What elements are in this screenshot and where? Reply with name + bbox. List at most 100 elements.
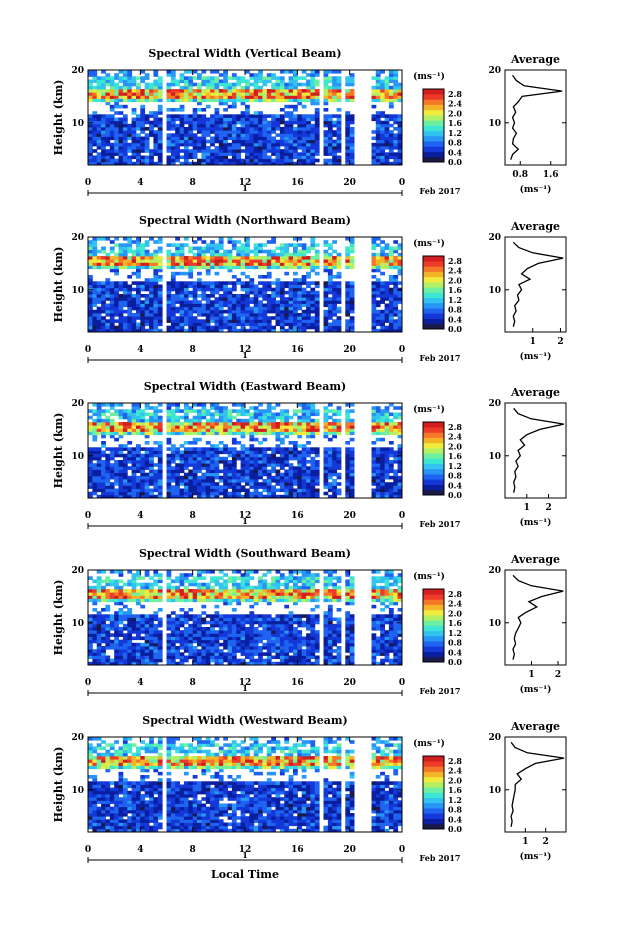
heatmap-cell <box>288 243 294 247</box>
heatmap-cell <box>183 313 189 317</box>
heatmap-cell <box>197 418 202 423</box>
heatmap-cell <box>306 482 311 486</box>
heatmap-cell <box>170 494 176 499</box>
heatmap-cell <box>205 447 211 451</box>
heatmap-cell <box>92 133 98 137</box>
heatmap-cell <box>275 161 281 166</box>
heatmap-cell <box>388 290 394 295</box>
heatmap-cell <box>114 598 119 603</box>
heatmap-cell <box>144 155 150 160</box>
heatmap-cell <box>384 463 390 467</box>
heatmap-cell <box>144 303 150 308</box>
heatmap-cell <box>271 469 276 474</box>
heatmap-cell <box>127 491 133 496</box>
heatmap-cell <box>92 630 98 634</box>
heatmap-cell <box>144 472 150 477</box>
heatmap-cell <box>175 294 180 298</box>
heatmap-cell <box>393 158 399 163</box>
heatmap-cell <box>240 76 246 80</box>
heatmap-cell <box>205 284 211 289</box>
colorbar-segment <box>423 313 444 319</box>
heatmap-cell <box>231 155 237 160</box>
heatmap-cell <box>371 466 377 470</box>
heatmap-cell <box>332 303 337 308</box>
heatmap-cell <box>301 256 307 260</box>
heatmap-cell <box>297 252 303 257</box>
heatmap-cell <box>323 114 329 118</box>
heatmap-cell <box>227 453 233 458</box>
heatmap-cell <box>375 290 381 295</box>
heatmap-cell <box>118 146 124 150</box>
heatmap-cell <box>192 415 198 420</box>
heatmap-cell <box>122 479 128 483</box>
heatmap-cell <box>380 488 385 493</box>
heatmap-cell <box>227 475 233 480</box>
heatmap-cell <box>149 85 154 90</box>
heatmap-cell <box>149 306 154 311</box>
heatmap-cell <box>153 284 159 289</box>
heatmap-cell <box>96 598 102 603</box>
heatmap-cell <box>210 149 215 153</box>
heatmap-cell <box>293 246 298 251</box>
heatmap-cell <box>293 488 298 493</box>
heatmap-cell <box>375 469 381 474</box>
heatmap-cell <box>166 108 172 112</box>
heatmap-cell <box>327 275 333 279</box>
heatmap-cell <box>397 494 403 499</box>
heatmap-cell <box>118 111 124 115</box>
heatmap-cell <box>279 127 285 131</box>
heatmap-cell <box>157 89 163 93</box>
heatmap-cell <box>349 322 355 327</box>
heatmap-cell <box>192 98 198 103</box>
heatmap-cell <box>118 300 124 304</box>
heatmap-cell <box>397 130 403 134</box>
heatmap-cell <box>179 306 185 311</box>
heatmap-cell <box>183 117 189 122</box>
heatmap-cell <box>236 450 242 455</box>
heatmap-cell <box>310 133 316 137</box>
heatmap-cell <box>136 466 141 470</box>
heatmap-cell <box>393 85 399 90</box>
heatmap-cell <box>293 149 298 153</box>
heatmap-cell <box>201 98 207 103</box>
heatmap-cell <box>336 161 342 166</box>
heatmap-cell <box>293 85 298 90</box>
heatmap-cell <box>231 117 237 122</box>
heatmap-cell <box>122 431 128 436</box>
heatmap-cell <box>310 294 316 298</box>
heatmap-cell <box>105 403 111 407</box>
heatmap-cell <box>258 152 263 156</box>
heatmap-cell <box>188 422 194 426</box>
heatmap-cell <box>136 431 141 436</box>
heatmap-cell <box>240 403 246 407</box>
heatmap-cell <box>170 155 176 160</box>
heatmap-cell <box>149 92 154 96</box>
heatmap-cell <box>310 123 316 128</box>
heatmap-cell <box>397 142 403 147</box>
heatmap-cell <box>105 95 111 99</box>
heatmap-cell <box>297 494 303 499</box>
heatmap-cell <box>92 422 98 426</box>
heatmap-cell <box>88 146 93 150</box>
heatmap-cell <box>393 89 399 93</box>
heatmap-cell <box>122 328 128 333</box>
heatmap-cell <box>336 123 342 128</box>
heatmap-cell <box>210 123 215 128</box>
x-tick-label: 8 <box>190 178 196 188</box>
heatmap-cell <box>131 313 137 317</box>
heatmap-cell <box>105 422 111 426</box>
heatmap-cell <box>388 76 394 80</box>
heatmap-cell <box>258 130 263 134</box>
heatmap-cell <box>380 475 385 480</box>
heatmap-cell <box>170 70 176 74</box>
heatmap-cell <box>284 95 290 99</box>
heatmap-cell <box>314 158 320 163</box>
heatmap-cell <box>118 617 124 622</box>
heatmap-cell <box>349 139 355 144</box>
heatmap-cell <box>231 123 237 128</box>
heatmap-cell <box>288 441 294 445</box>
heatmap-cell <box>114 89 119 93</box>
heatmap-cell <box>258 418 263 423</box>
heatmap-cell <box>197 262 202 266</box>
heatmap-cell <box>262 412 268 417</box>
